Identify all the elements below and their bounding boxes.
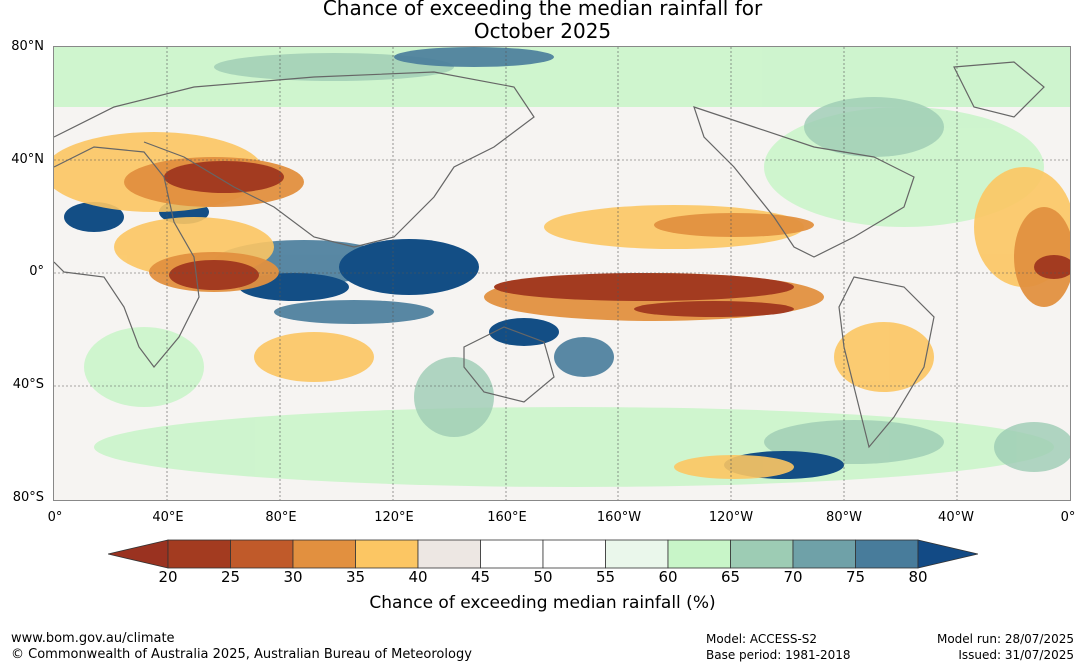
- issued-text: Issued: 31/07/2025: [958, 648, 1074, 662]
- rainfall-map-graphic: [54, 47, 1070, 500]
- colorbar-label: Chance of exceeding median rainfall (%): [369, 593, 716, 613]
- colorbar-tick-label: 65: [720, 568, 741, 586]
- lon-label-160e: 160°E: [487, 510, 527, 525]
- colorbar-tick-label: 20: [158, 568, 178, 586]
- lon-label-0-east: 0°: [1060, 510, 1076, 525]
- colorbar-tick-label: 75: [845, 568, 866, 586]
- colorbar-segment: [730, 539, 794, 569]
- colorbar-segment: [292, 539, 356, 569]
- lon-label-120w: 120°W: [708, 510, 754, 525]
- lat-label-40n: 40°N: [11, 152, 44, 167]
- lat-label-80n: 80°N: [11, 39, 44, 54]
- title-line-1: Chance of exceeding the median rainfall …: [322, 0, 763, 20]
- lat-label-80s: 80°S: [12, 490, 44, 505]
- lon-label-160w: 160°W: [596, 510, 642, 525]
- colorbar-below-triangle: [108, 539, 169, 569]
- colorbar-segment: [167, 539, 231, 569]
- colorbar-segment: [542, 539, 606, 569]
- colorbar-tick-label: 45: [470, 568, 491, 586]
- lat-label-equator: 0°: [29, 264, 44, 279]
- colorbar-tick-label: 35: [345, 568, 366, 586]
- colorbar-tick-label: 60: [658, 568, 678, 586]
- lon-label-40w: 40°W: [938, 510, 974, 525]
- lon-label-80e: 80°E: [265, 510, 297, 525]
- lat-label-40s: 40°S: [12, 377, 44, 392]
- colorbar: [108, 539, 978, 569]
- model-run-text: Model run: 28/07/2025: [936, 632, 1074, 646]
- colorbar-tick-label: 50: [533, 568, 553, 586]
- colorbar-tick-label: 55: [595, 568, 616, 586]
- colorbar-segment: [230, 539, 294, 569]
- map-title: Chance of exceeding the median rainfall …: [0, 0, 1085, 43]
- colorbar-segment: [855, 539, 919, 569]
- rainfall-map: [53, 46, 1071, 501]
- model-text: Model: ACCESS-S2: [706, 632, 818, 646]
- lon-label-0-west: 0°: [47, 510, 63, 525]
- colorbar-tick-label: 40: [408, 568, 428, 586]
- colorbar-segment: [480, 539, 544, 569]
- colorbar-segment: [355, 539, 419, 569]
- colorbar-tick-label: 30: [283, 568, 303, 586]
- website-text: www.bom.gov.au/climate: [11, 631, 175, 646]
- colorbar-segment: [792, 539, 856, 569]
- title-line-2: October 2025: [473, 19, 612, 43]
- colorbar-segment: [417, 539, 481, 569]
- base-period-text: Base period: 1981-2018: [706, 648, 851, 662]
- colorbar-segment: [605, 539, 669, 569]
- lon-label-80w: 80°W: [826, 510, 862, 525]
- colorbar-above-triangle: [917, 539, 978, 569]
- lon-label-40e: 40°E: [152, 510, 184, 525]
- colorbar-tick-label: 80: [908, 568, 928, 586]
- lon-label-120e: 120°E: [374, 510, 414, 525]
- coastlines: [54, 61, 1045, 449]
- colorbar-segment: [667, 539, 731, 569]
- copyright-text: © Commonwealth of Australia 2025, Austra…: [11, 647, 472, 662]
- colorbar-tick-label: 25: [220, 568, 241, 586]
- colorbar-tick-label: 70: [783, 568, 803, 586]
